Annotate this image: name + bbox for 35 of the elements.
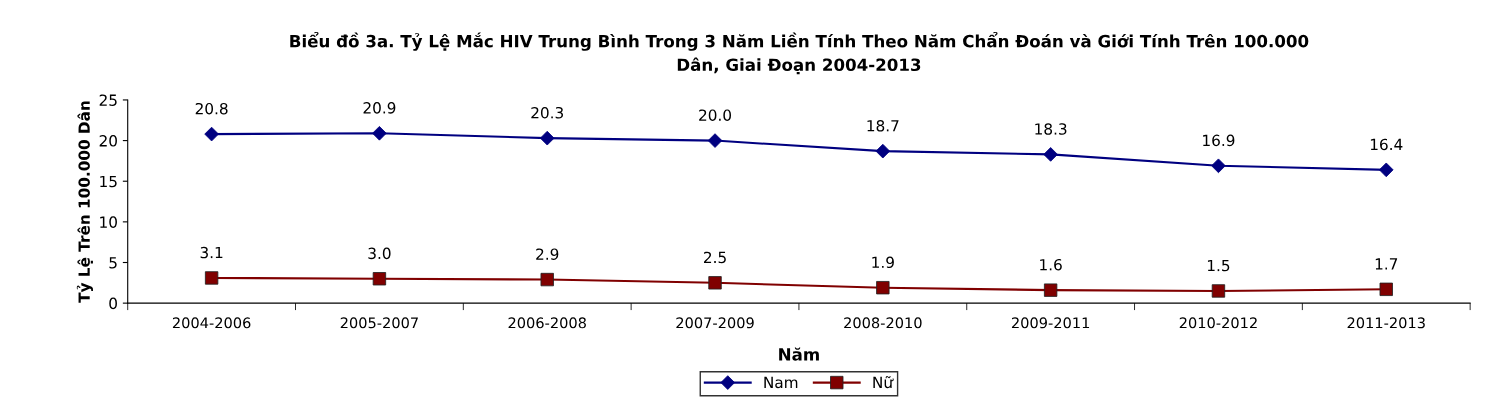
data-label: 3.1	[200, 246, 223, 259]
x-tick-label: 2004-2006	[172, 317, 251, 329]
data-label: 18.7	[867, 119, 899, 132]
x-tick-label: 2011-2013	[1347, 317, 1425, 329]
data-label: 20.9	[363, 102, 396, 114]
y-tick-label: 5	[109, 257, 117, 269]
legend-label: Nam	[764, 376, 798, 389]
data-label: 2.9	[536, 248, 559, 260]
x-tick-label: 2006-2008	[508, 317, 586, 329]
data-label: 3.0	[368, 247, 391, 260]
data-label: 2.5	[704, 251, 726, 264]
y-tick-label: 0	[109, 297, 117, 310]
x-tick-label: 2005-2007	[340, 317, 418, 329]
x-tick-label: 2009-2011	[1011, 317, 1090, 329]
data-label: 1.9	[872, 256, 894, 269]
x-axis-title: Năm	[779, 347, 819, 361]
x-tick-label: 2007-2009	[676, 317, 754, 329]
data-label: 1.5	[1207, 259, 1230, 272]
data-label: 18.3	[1035, 123, 1067, 135]
data-label: 16.4	[1370, 138, 1403, 151]
x-tick-label: 2008-2010	[844, 317, 922, 329]
data-label: 20.8	[195, 102, 228, 115]
data-label: 20.3	[531, 106, 564, 119]
data-label: 20.0	[699, 109, 732, 121]
legend-label: Nữ	[873, 376, 894, 389]
y-tick-label: 10	[100, 216, 117, 228]
y-tick-label: 25	[99, 94, 117, 106]
y-axis-title: Tỷ Lệ Trên 100.000 Dân	[76, 101, 93, 303]
y-tick-label: 20	[99, 135, 117, 147]
chart-title: Biểu đồ 3a. Tỷ Lệ Mắc HIV Trung Bình Trong 3 Năm Liền Tính Theo Năm Chẩn Đoán và Giới Tính Trên 100.000 Dân, Giai Đoạn 2004-2013	[290, 31, 1309, 75]
y-tick-label: 15	[100, 175, 117, 188]
data-label: 1.7	[1375, 258, 1398, 270]
x-tick-label: 2010-2012	[1179, 317, 1257, 329]
data-label: 1.6	[1040, 258, 1062, 271]
data-label: 16.9	[1203, 134, 1235, 147]
